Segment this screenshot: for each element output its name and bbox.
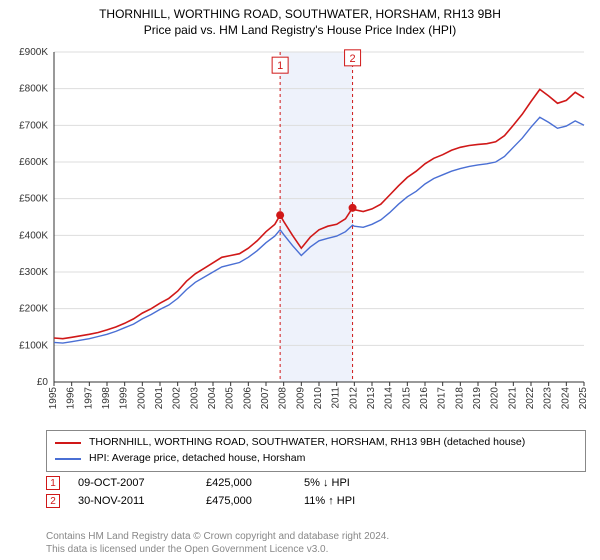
svg-text:2024: 2024 — [560, 387, 571, 410]
svg-text:£300K: £300K — [19, 267, 48, 278]
transactions-table: 1 09-OCT-2007 £425,000 5% ↓ HPI 2 30-NOV-2011… — [46, 476, 434, 512]
svg-text:2016: 2016 — [419, 387, 430, 410]
footer-line-1: Contains HM Land Registry data © Crown c… — [46, 530, 389, 543]
legend-item: THORNHILL, WORTHING ROAD, SOUTHWATER, HO… — [55, 435, 577, 451]
svg-text:2011: 2011 — [331, 387, 342, 409]
svg-text:£200K: £200K — [19, 304, 48, 315]
transaction-row: 1 09-OCT-2007 £425,000 5% ↓ HPI — [46, 476, 434, 490]
svg-text:£800K: £800K — [19, 84, 48, 95]
svg-text:2010: 2010 — [313, 387, 324, 410]
svg-text:£400K: £400K — [19, 230, 48, 241]
transaction-price: £425,000 — [206, 477, 286, 489]
svg-text:1: 1 — [277, 60, 283, 72]
svg-text:2005: 2005 — [225, 387, 236, 410]
legend-label: HPI: Average price, detached house, Hors… — [89, 451, 305, 467]
transaction-marker: 2 — [46, 494, 60, 508]
transaction-date: 09-OCT-2007 — [78, 477, 188, 489]
svg-text:1995: 1995 — [48, 387, 59, 410]
svg-text:2004: 2004 — [207, 387, 218, 410]
transaction-price: £475,000 — [206, 495, 286, 507]
svg-text:2003: 2003 — [189, 387, 200, 410]
chart-title-line1: THORNHILL, WORTHING ROAD, SOUTHWATER, HO… — [0, 6, 600, 22]
legend-swatch — [55, 458, 81, 460]
svg-text:2008: 2008 — [278, 387, 289, 410]
transaction-diff: 5% ↓ HPI — [304, 477, 434, 489]
svg-text:2006: 2006 — [242, 387, 253, 410]
svg-text:2007: 2007 — [260, 387, 271, 410]
svg-text:2017: 2017 — [437, 387, 448, 410]
svg-text:2023: 2023 — [543, 387, 554, 410]
svg-text:2022: 2022 — [525, 387, 536, 410]
svg-text:£700K: £700K — [19, 120, 48, 131]
svg-text:2025: 2025 — [578, 387, 589, 410]
legend-item: HPI: Average price, detached house, Hors… — [55, 451, 577, 467]
svg-text:£500K: £500K — [19, 194, 48, 205]
svg-text:1998: 1998 — [101, 387, 112, 410]
svg-text:2001: 2001 — [154, 387, 165, 410]
footer-line-2: This data is licensed under the Open Gov… — [46, 543, 389, 556]
svg-text:2014: 2014 — [384, 387, 395, 410]
price-chart: £0 £100K £200K £300K £400K £500K £600K £700K £80… — [0, 44, 600, 424]
svg-text:£600K: £600K — [19, 157, 48, 168]
svg-text:1996: 1996 — [66, 387, 77, 410]
svg-text:2018: 2018 — [454, 387, 465, 410]
svg-text:£100K: £100K — [19, 340, 48, 351]
chart-title-line2: Price paid vs. HM Land Registry's House … — [0, 22, 600, 38]
svg-text:1999: 1999 — [119, 387, 130, 410]
svg-text:2015: 2015 — [401, 387, 412, 410]
svg-text:2012: 2012 — [348, 387, 359, 410]
svg-text:2002: 2002 — [172, 387, 183, 410]
svg-text:2000: 2000 — [136, 387, 147, 410]
svg-text:2009: 2009 — [295, 387, 306, 410]
transaction-row: 2 30-NOV-2011 £475,000 11% ↑ HPI — [46, 494, 434, 508]
transaction-date: 30-NOV-2011 — [78, 495, 188, 507]
svg-text:£0: £0 — [37, 377, 49, 388]
footer-attribution: Contains HM Land Registry data © Crown c… — [46, 530, 389, 556]
legend-swatch — [55, 442, 81, 444]
legend-label: THORNHILL, WORTHING ROAD, SOUTHWATER, HO… — [89, 435, 525, 451]
svg-text:1997: 1997 — [83, 387, 94, 410]
svg-text:2021: 2021 — [507, 387, 518, 410]
svg-text:£900K: £900K — [19, 47, 48, 58]
svg-text:2019: 2019 — [472, 387, 483, 410]
svg-text:2: 2 — [350, 53, 356, 65]
transaction-marker: 1 — [46, 476, 60, 490]
legend: THORNHILL, WORTHING ROAD, SOUTHWATER, HO… — [46, 430, 586, 472]
svg-text:2020: 2020 — [490, 387, 501, 410]
svg-text:2013: 2013 — [366, 387, 377, 410]
transaction-diff: 11% ↑ HPI — [304, 495, 434, 507]
